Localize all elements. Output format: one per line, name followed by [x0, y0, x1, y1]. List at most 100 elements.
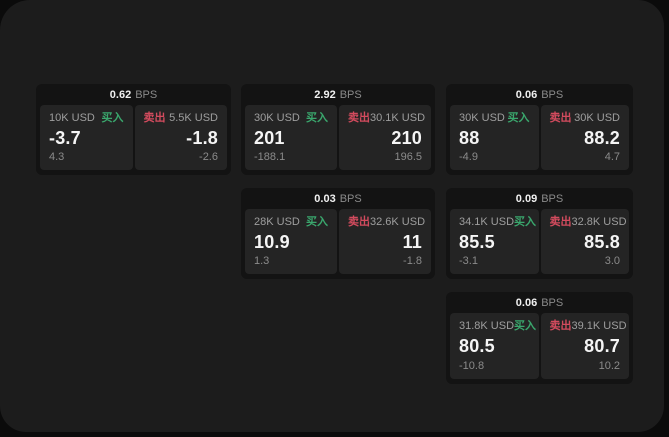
bps-unit-label: BPS	[541, 88, 564, 101]
buy-tile[interactable]: 30K USD 买入 201 -188.1	[245, 105, 337, 170]
quote-card: 0.09 BPS 34.1K USD 买入 85.5 -3.1 卖出 32.8K…	[446, 188, 633, 279]
sell-side-label: 卖出	[143, 112, 166, 124]
sell-price: 85.8	[584, 232, 620, 252]
sell-price: 210	[391, 128, 422, 148]
buy-change: 1.3	[254, 255, 270, 267]
sell-tile[interactable]: 卖出 30K USD 88.2 4.7	[540, 105, 629, 170]
quote-card: 0.03 BPS 28K USD 买入 10.9 1.3 卖出 32.6K US…	[241, 188, 435, 279]
sell-tile[interactable]: 卖出 30.1K USD 210 196.5	[339, 105, 431, 170]
sell-amount: 30K USD	[574, 112, 620, 124]
buy-side-label: 买入	[507, 112, 530, 124]
card-body: 10K USD 买入 -3.7 4.3 卖出 5.5K USD -1.8 -2.…	[36, 105, 231, 175]
buy-change: -3.1	[459, 255, 478, 267]
card-header: 2.92 BPS	[241, 84, 435, 105]
quote-card: 0.06 BPS 31.8K USD 买入 80.5 -10.8 卖出 39.1…	[446, 292, 633, 384]
sell-side-label: 卖出	[348, 216, 370, 228]
quote-card: 0.62 BPS 10K USD 买入 -3.7 4.3 卖出 5.5K USD	[36, 84, 231, 175]
buy-price: 88	[459, 128, 480, 148]
sell-tile[interactable]: 卖出 39.1K USD 80.7 10.2	[540, 313, 629, 379]
buy-change: -4.9	[459, 151, 478, 163]
bps-unit-label: BPS	[541, 192, 564, 205]
buy-tile-header: 31.8K USD 买入	[459, 320, 536, 333]
sell-amount: 30.1K USD	[370, 112, 426, 124]
buy-price: 80.5	[459, 336, 495, 356]
card-body: 30K USD 买入 88 -4.9 卖出 30K USD 88.2 4.7	[446, 105, 633, 175]
bps-unit-label: BPS	[135, 88, 158, 101]
bps-value: 2.92	[314, 88, 336, 101]
buy-amount: 34.1K USD	[459, 216, 515, 228]
sell-tile-header: 卖出 30.1K USD	[348, 112, 426, 125]
card-header: 0.06 BPS	[446, 84, 633, 105]
sell-side-label: 卖出	[348, 112, 370, 124]
buy-tile-header: 10K USD 买入	[49, 112, 124, 125]
sell-amount: 39.1K USD	[571, 320, 627, 332]
sell-tile[interactable]: 卖出 32.6K USD 11 -1.8	[339, 209, 431, 274]
bps-unit-label: BPS	[339, 192, 362, 205]
card-body: 31.8K USD 买入 80.5 -10.8 卖出 39.1K USD 80.…	[446, 313, 633, 384]
sell-price: 88.2	[584, 128, 620, 148]
buy-side-label: 买入	[306, 112, 328, 124]
quote-card: 0.06 BPS 30K USD 买入 88 -4.9 卖出 30K USD	[446, 84, 633, 175]
sell-price: 80.7	[584, 336, 620, 356]
sell-change: 10.2	[598, 360, 620, 372]
sell-tile[interactable]: 卖出 32.8K USD 85.8 3.0	[540, 209, 629, 274]
sell-amount: 5.5K USD	[169, 112, 218, 124]
buy-side-label: 买入	[514, 216, 537, 228]
buy-amount: 10K USD	[49, 112, 95, 124]
sell-change: -1.8	[403, 255, 422, 267]
card-header: 0.09 BPS	[446, 188, 633, 209]
buy-tile[interactable]: 28K USD 买入 10.9 1.3	[245, 209, 337, 274]
quote-card: 2.92 BPS 30K USD 买入 201 -188.1 卖出 30.1K …	[241, 84, 435, 175]
sell-change: 196.5	[394, 151, 422, 163]
buy-tile[interactable]: 30K USD 买入 88 -4.9	[450, 105, 539, 170]
card-header: 0.03 BPS	[241, 188, 435, 209]
sell-tile-header: 卖出 30K USD	[550, 112, 621, 125]
buy-amount: 31.8K USD	[459, 320, 515, 332]
sell-side-label: 卖出	[549, 320, 572, 332]
bps-value: 0.03	[314, 192, 336, 205]
bps-unit-label: BPS	[339, 88, 362, 101]
buy-tile-header: 30K USD 买入	[254, 112, 328, 125]
buy-amount: 28K USD	[254, 216, 300, 228]
card-body: 34.1K USD 买入 85.5 -3.1 卖出 32.8K USD 85.8…	[446, 209, 633, 279]
buy-price: -3.7	[49, 128, 81, 148]
sell-side-label: 卖出	[549, 112, 572, 124]
buy-tile[interactable]: 34.1K USD 买入 85.5 -3.1	[450, 209, 539, 274]
bps-value: 0.09	[515, 192, 538, 205]
buy-change: 4.3	[49, 151, 65, 163]
buy-side-label: 买入	[306, 216, 328, 228]
sell-price: -1.8	[186, 128, 218, 148]
sell-tile-header: 卖出 32.8K USD	[549, 216, 627, 229]
sell-tile-header: 卖出 32.6K USD	[348, 216, 425, 229]
sell-change: 4.7	[604, 151, 620, 163]
buy-amount: 30K USD	[254, 112, 300, 124]
buy-tile-header: 28K USD 买入	[254, 216, 328, 229]
card-body: 30K USD 买入 201 -188.1 卖出 30.1K USD 210 1…	[241, 105, 435, 175]
buy-side-label: 买入	[514, 320, 537, 332]
sell-side-label: 卖出	[549, 216, 572, 228]
sell-tile[interactable]: 卖出 5.5K USD -1.8 -2.6	[134, 105, 227, 170]
buy-tile[interactable]: 31.8K USD 买入 80.5 -10.8	[450, 313, 539, 379]
buy-tile[interactable]: 10K USD 买入 -3.7 4.3	[40, 105, 133, 170]
sell-change: -2.6	[199, 151, 218, 163]
buy-side-label: 买入	[101, 112, 124, 124]
buy-change: -10.8	[459, 360, 485, 372]
card-header: 0.62 BPS	[36, 84, 231, 105]
buy-price: 85.5	[459, 232, 495, 252]
sell-amount: 32.8K USD	[571, 216, 627, 228]
card-body: 28K USD 买入 10.9 1.3 卖出 32.6K USD 11 -1.8	[241, 209, 435, 279]
card-header: 0.06 BPS	[446, 292, 633, 313]
bps-value: 0.62	[109, 88, 132, 101]
sell-price: 11	[402, 232, 422, 252]
bps-value: 0.06	[515, 296, 538, 309]
sell-tile-header: 卖出 5.5K USD	[144, 112, 219, 125]
buy-amount: 30K USD	[459, 112, 505, 124]
buy-tile-header: 34.1K USD 买入	[459, 216, 536, 229]
buy-price: 10.9	[254, 232, 290, 252]
sell-change: 3.0	[604, 255, 620, 267]
buy-change: -188.1	[254, 151, 286, 163]
bps-value: 0.06	[515, 88, 538, 101]
buy-tile-header: 30K USD 买入	[459, 112, 530, 125]
